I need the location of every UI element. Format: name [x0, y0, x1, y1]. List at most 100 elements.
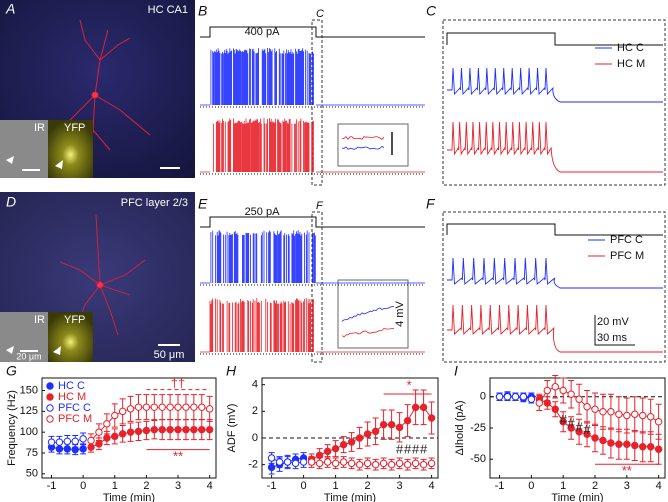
- point: [403, 460, 412, 469]
- x-tick-label: 1: [333, 480, 339, 492]
- inset-ir-d: [0, 312, 48, 362]
- point: [134, 427, 143, 436]
- legend-label: HC C: [58, 380, 85, 392]
- x-tick-label: 1: [560, 480, 566, 492]
- zoom-box: [311, 211, 323, 363]
- x-tick-label: 1: [112, 480, 118, 492]
- point: [379, 420, 388, 429]
- y-tick-label: -50: [470, 453, 486, 465]
- point: [291, 459, 300, 468]
- x-tick-label: 4: [207, 480, 213, 492]
- significance-mark: #: [583, 422, 591, 437]
- point: [567, 390, 575, 398]
- point: [387, 460, 396, 469]
- legend-label: PFC M: [610, 250, 644, 262]
- point: [646, 443, 655, 451]
- spike-train: [447, 304, 663, 353]
- significance-mark: #: [412, 441, 420, 456]
- box-label: F: [316, 200, 324, 212]
- x-tick-label: 4: [429, 480, 435, 492]
- significance-mark: #: [575, 419, 583, 434]
- point: [331, 459, 340, 468]
- point: [363, 430, 372, 438]
- point: [339, 458, 348, 466]
- significance-mark: *: [407, 377, 412, 392]
- legend-marker: [46, 404, 54, 412]
- axes: [41, 377, 217, 479]
- arrowheads: [6, 156, 63, 169]
- y-tick-label: 75: [26, 447, 38, 459]
- point: [387, 420, 396, 429]
- inset-trace: [341, 306, 395, 322]
- point: [190, 403, 198, 411]
- x-tick-label: 3: [624, 480, 630, 492]
- point: [47, 438, 56, 446]
- zoom-panel: [442, 19, 666, 186]
- x-axis-label: Time (min): [103, 492, 155, 502]
- point: [395, 423, 404, 432]
- spike-train: [447, 67, 663, 103]
- point: [174, 403, 182, 411]
- significance-mark: ††: [171, 375, 185, 390]
- point: [379, 459, 388, 468]
- point: [198, 425, 206, 434]
- series-line: [311, 406, 433, 460]
- significance-mark: **: [622, 463, 632, 478]
- panel-label: F: [426, 196, 436, 212]
- point: [95, 428, 103, 436]
- point: [205, 425, 214, 434]
- y-tick-label: 125: [20, 405, 38, 417]
- point: [623, 440, 631, 448]
- point: [95, 440, 103, 448]
- legend-label: PFC C: [58, 402, 91, 414]
- legend-label: HC M: [58, 391, 86, 403]
- point: [395, 459, 404, 468]
- point: [411, 403, 420, 412]
- point: [623, 411, 631, 420]
- point: [182, 425, 190, 434]
- point: [583, 403, 591, 411]
- point: [339, 440, 348, 449]
- inset-yfp-a: [48, 120, 93, 178]
- y-tick-label: 100: [20, 426, 38, 438]
- point: [371, 427, 380, 436]
- point: [166, 425, 174, 434]
- y-tick-label: 0: [252, 432, 258, 444]
- y-axis-label: ΔIhold (pA): [454, 400, 466, 455]
- legend-marker: [46, 382, 54, 390]
- point: [315, 459, 324, 468]
- legend-marker: [46, 393, 54, 401]
- point: [403, 416, 412, 425]
- inset-label: YFP: [64, 314, 85, 326]
- point: [87, 436, 95, 445]
- point: [639, 411, 647, 420]
- x-tick-label: -1: [267, 480, 277, 492]
- voltage-trace: [200, 118, 425, 173]
- inset-trace: [341, 135, 385, 140]
- point: [150, 425, 159, 434]
- x-tick-label: 4: [656, 480, 662, 492]
- x-tick-label: 0: [80, 480, 86, 492]
- point: [567, 424, 575, 432]
- axes: [261, 377, 439, 479]
- inset-box: [337, 279, 409, 349]
- point: [559, 386, 567, 395]
- traces: [200, 26, 663, 355]
- point: [631, 441, 639, 450]
- current-step: [446, 223, 663, 236]
- point: [142, 403, 151, 411]
- inset-label: IR: [34, 122, 45, 134]
- point: [111, 432, 119, 441]
- significance-mark: #: [396, 441, 404, 456]
- panel-label: G: [6, 363, 17, 379]
- point: [307, 458, 316, 466]
- x-tick-label: -1: [47, 480, 57, 492]
- point: [275, 458, 284, 466]
- point: [599, 436, 607, 445]
- point: [583, 430, 591, 438]
- y-tick-label: -25: [470, 422, 486, 434]
- point: [599, 408, 607, 416]
- scale-bar: [594, 315, 635, 346]
- point: [331, 444, 340, 453]
